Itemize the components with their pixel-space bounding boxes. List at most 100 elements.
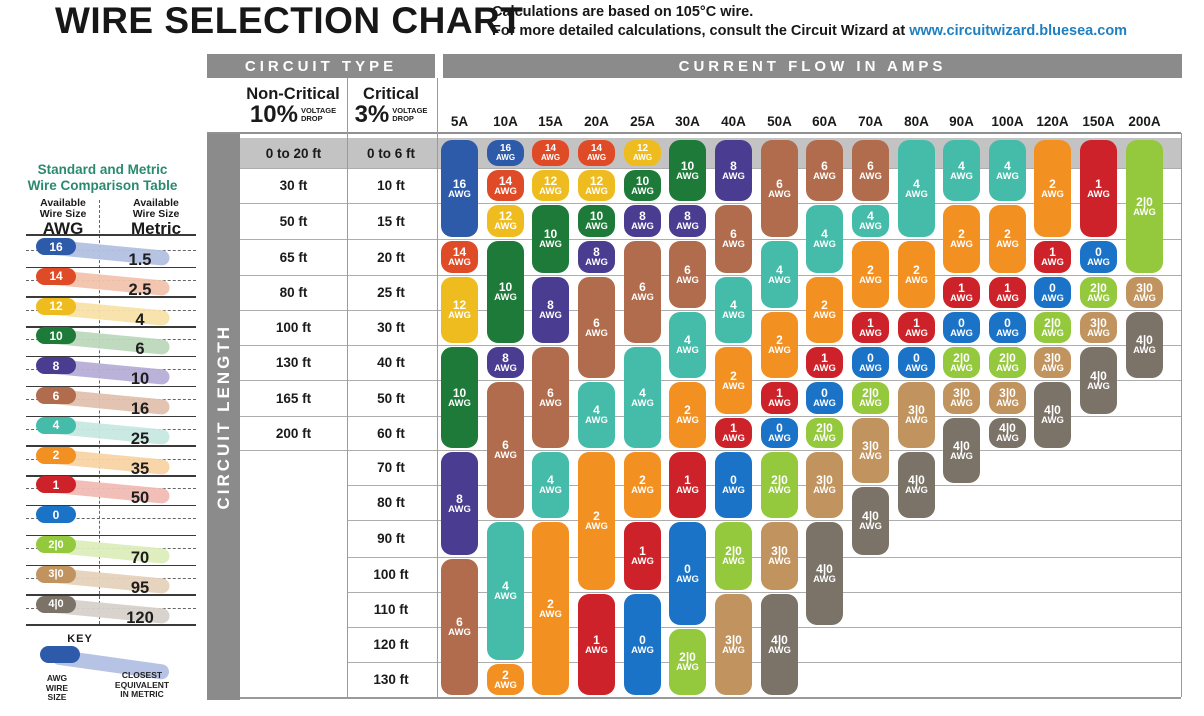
wire-size-value: 4	[913, 176, 920, 191]
comparison-row-line	[26, 355, 196, 358]
wire-size-value: 4	[502, 579, 509, 593]
wire-size-unit: AWG	[631, 221, 654, 232]
wire-pill: 2 AWG	[715, 347, 752, 414]
key-awg-label: AWG WIRE SIZE	[45, 673, 69, 702]
wire-pill: 0 AWG	[989, 312, 1026, 343]
wire-pill: 1 AWG	[761, 382, 798, 414]
page-title: WIRE SELECTION CHART	[55, 0, 524, 41]
awg-wire-badge: 0	[36, 506, 76, 524]
wire-size-value: 1	[776, 386, 783, 400]
wire-pill: 2 AWG	[624, 452, 661, 518]
wire-size-value: 3|0	[953, 386, 970, 400]
wire-size-value: 2	[821, 298, 828, 312]
wire-size-unit: AWG	[494, 292, 517, 303]
wire-size-unit: AWG	[813, 398, 836, 409]
wire-pill: 14 AWG	[441, 241, 478, 273]
length-cell-non-critical: 30 ft	[279, 178, 308, 193]
awg-wire-badge: 16	[36, 238, 76, 255]
comparison-row-line	[26, 504, 196, 507]
metric-wire-size: 4	[135, 310, 145, 329]
wire-pill: 8 AWG	[487, 347, 524, 378]
wire-size-unit: AWG	[813, 170, 836, 182]
wire-size-value: 8	[730, 158, 737, 173]
wire-size-value: 0	[684, 561, 691, 576]
wire-pill: 6 AWG	[624, 241, 661, 343]
wire-size-value: 6	[684, 262, 691, 277]
wire-size-unit: AWG	[996, 292, 1019, 304]
length-cell-critical: 100 ft	[373, 567, 409, 582]
wire-pill: 0 AWG	[943, 312, 980, 343]
wire-size-value: 2|0	[1136, 194, 1153, 209]
comparison-row-line	[26, 594, 196, 596]
wire-size-value: 3|0	[725, 632, 742, 647]
wire-size-value: 0	[821, 386, 828, 400]
awg-wire-badge: 4|0	[36, 595, 76, 613]
wire-pill: 0 AWG	[1034, 277, 1071, 308]
wire-pill: 2 AWG	[943, 205, 980, 273]
wire-size-unit: AWG	[768, 485, 791, 496]
awg-unit-label: AWG	[42, 219, 84, 238]
wire-size-value: 2|0	[999, 350, 1016, 365]
wire-pill: 12 AWG	[532, 170, 569, 201]
wire-pill: 4|0 AWG	[943, 418, 980, 483]
wire-size-unit: AWG	[813, 573, 836, 585]
wire-pill: 3|0 AWG	[761, 522, 798, 590]
wire-size-unit: AWG	[859, 170, 882, 182]
wire-size-unit: AWG	[996, 170, 1019, 182]
wire-pill: 2 AWG	[1034, 140, 1071, 237]
wire-pill: 0 AWG	[852, 347, 889, 378]
wire-pill: 4|0 AWG	[806, 522, 843, 625]
wire-size-value: 6	[639, 280, 646, 294]
wire-size-unit: AWG	[1087, 327, 1110, 339]
wire-size-unit: AWG	[996, 398, 1019, 409]
wire-pill: 14 AWG	[532, 140, 569, 166]
awg-wire-badge: 6	[36, 387, 76, 404]
comparison-row-line	[26, 564, 196, 566]
wire-pill: 4|0 AWG	[761, 594, 798, 695]
metric-wire-size: 1.5	[128, 251, 152, 269]
wire-size-unit: AWG	[1041, 415, 1064, 426]
amp-header: 20A	[584, 113, 609, 129]
amp-header: 15A	[538, 113, 563, 129]
wire-size-value: 2	[867, 262, 874, 277]
circuit-length-bar: CIRCUIT LENGTH	[207, 133, 240, 700]
header-underline	[207, 132, 1181, 134]
wire-size-value: 10	[498, 280, 513, 294]
grid-line	[240, 275, 1181, 276]
length-cell-critical: 40 ft	[377, 355, 405, 370]
wire-pill: 12 AWG	[441, 277, 478, 343]
metric-wire-size: 35	[130, 459, 150, 478]
wire-size-value: 2	[913, 262, 920, 277]
wire-size-value: 4	[547, 473, 554, 487]
wire-size-value: 1	[639, 544, 646, 558]
wire-size-value: 4	[684, 333, 691, 347]
subtitle-line2: For more detailed calculations, consult …	[492, 23, 1128, 39]
length-cell-critical: 60 ft	[377, 425, 405, 441]
comparison-row-line	[26, 534, 196, 537]
length-cell-non-critical: 130 ft	[275, 355, 312, 370]
wire-size-unit: AWG	[539, 397, 562, 409]
wire-size-value: 3|0	[771, 544, 788, 558]
wire-pill: 2|0 AWG	[806, 418, 843, 448]
metric-wire-size: 50	[130, 489, 150, 508]
voltage-drop-label: VOLTAGE DROP	[392, 106, 428, 123]
wire-pill: 3|0 AWG	[852, 418, 889, 483]
amp-header: 80A	[904, 113, 929, 129]
wire-pill: 4|0 AWG	[989, 418, 1026, 448]
wire-size-unit: AWG	[585, 521, 608, 532]
length-cell-critical: 10 ft	[377, 178, 405, 193]
amp-header: 70A	[858, 113, 883, 129]
wire-size-value: 4|0	[816, 561, 833, 576]
awg-wire-badge: 8	[36, 357, 76, 375]
wire-size-value: 4|0	[771, 632, 788, 647]
circuit-wizard-link[interactable]: www.circuitwizard.bluesea.com	[909, 23, 1128, 39]
wire-size-value: 10	[635, 173, 650, 188]
metric-wire-size: 95	[130, 578, 150, 597]
wire-size-unit: AWG	[768, 433, 791, 444]
wire-size-value: 1	[958, 280, 965, 295]
wire-size-value: 4	[821, 227, 828, 241]
wire-pill: 2 AWG	[669, 382, 706, 448]
wire-size-unit: AWG	[448, 188, 471, 200]
wire-size-unit: AWG	[905, 188, 928, 200]
